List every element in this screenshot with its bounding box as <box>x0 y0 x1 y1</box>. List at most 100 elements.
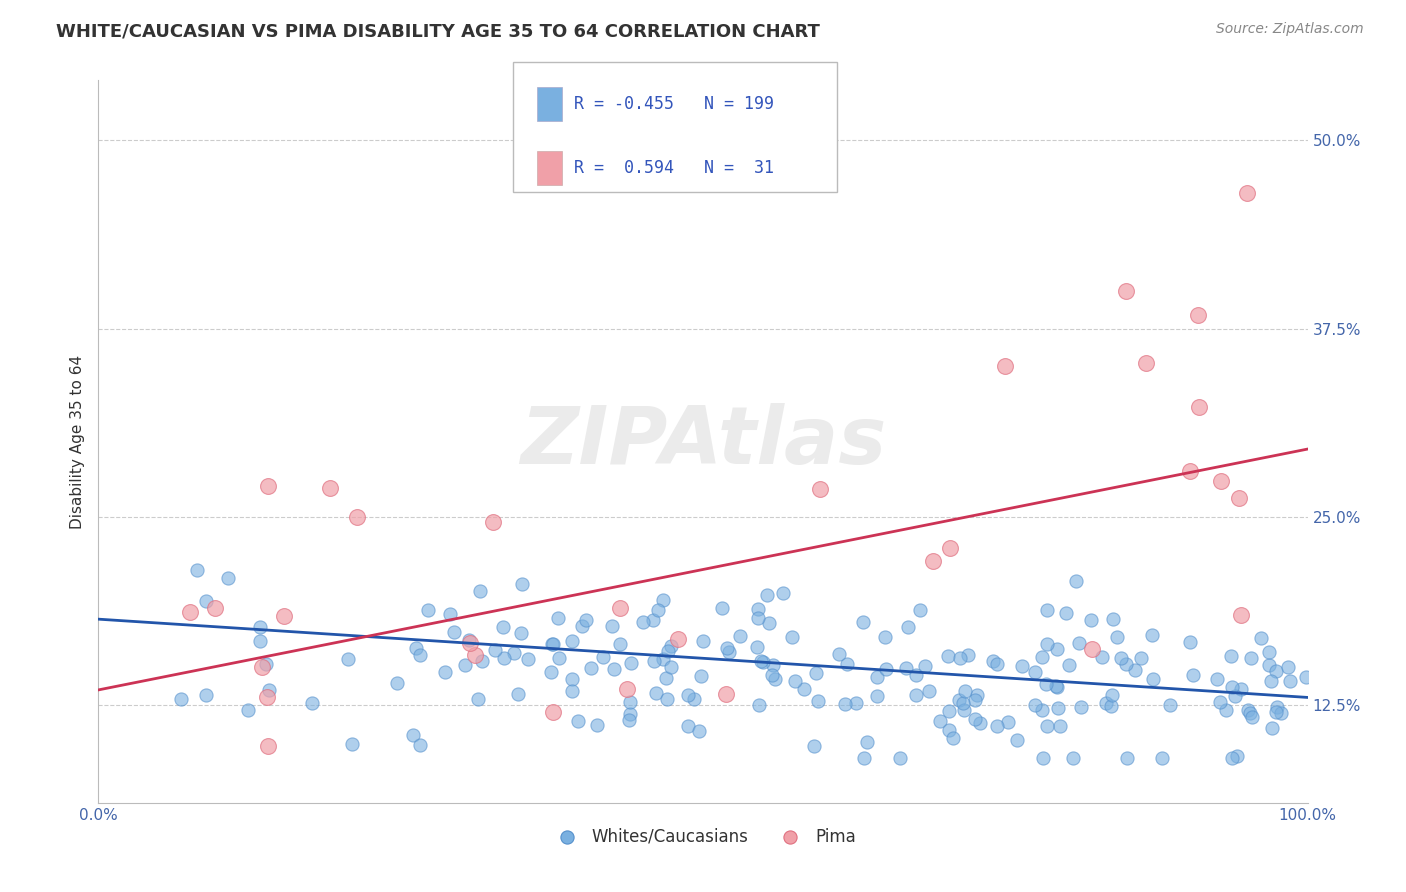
Text: Source: ZipAtlas.com: Source: ZipAtlas.com <box>1216 22 1364 37</box>
Point <box>204 601 226 615</box>
Point <box>585 718 607 732</box>
Point <box>1064 574 1087 588</box>
Point <box>571 619 593 633</box>
Point <box>1031 703 1053 717</box>
Point <box>257 479 280 493</box>
Point <box>904 668 927 682</box>
Point <box>443 625 465 640</box>
Point <box>748 698 770 712</box>
Point <box>755 588 778 602</box>
Point <box>561 684 583 698</box>
Point <box>957 648 980 662</box>
Point <box>647 603 669 617</box>
Point <box>889 750 911 764</box>
Point <box>575 613 598 627</box>
Point <box>249 620 271 634</box>
Text: R =  0.594   N =  31: R = 0.594 N = 31 <box>574 159 773 177</box>
Point <box>464 648 486 663</box>
Point <box>1046 680 1069 694</box>
Point <box>1159 698 1181 712</box>
Point <box>1070 699 1092 714</box>
Point <box>659 660 682 674</box>
Point <box>1109 651 1132 665</box>
Point <box>1011 658 1033 673</box>
Point <box>439 607 461 621</box>
Point <box>1178 464 1201 478</box>
Legend: Whites/Caucasians, Pima: Whites/Caucasians, Pima <box>543 821 863 852</box>
Point <box>471 654 494 668</box>
Point <box>952 702 974 716</box>
Point <box>918 684 941 698</box>
Point <box>643 654 665 668</box>
Point <box>828 647 851 661</box>
Point <box>408 648 430 662</box>
Point <box>1279 673 1302 688</box>
Point <box>1116 750 1139 764</box>
Point <box>953 683 976 698</box>
Point <box>540 665 562 679</box>
Point <box>592 649 614 664</box>
Text: ZIPAtlas: ZIPAtlas <box>520 402 886 481</box>
Point <box>963 693 986 707</box>
Point <box>1054 607 1077 621</box>
Point <box>949 650 972 665</box>
Point <box>1091 649 1114 664</box>
Point <box>547 611 569 625</box>
Point <box>1227 491 1250 505</box>
Point <box>508 687 530 701</box>
Point <box>758 615 780 630</box>
Point <box>517 652 540 666</box>
Point <box>194 688 217 702</box>
Point <box>482 515 505 529</box>
Point <box>433 665 456 679</box>
Point <box>994 359 1017 374</box>
Point <box>1115 284 1137 298</box>
Point <box>470 584 492 599</box>
Point <box>922 554 945 568</box>
Point <box>492 619 515 633</box>
Point <box>1260 673 1282 688</box>
Point <box>952 696 974 710</box>
Point <box>897 620 920 634</box>
Point <box>1188 400 1211 414</box>
Point <box>688 724 710 739</box>
Point <box>659 639 682 653</box>
Point <box>254 657 277 672</box>
Point <box>1115 657 1137 671</box>
Point <box>454 657 477 672</box>
Point <box>834 698 856 712</box>
Point <box>866 690 889 704</box>
Point <box>835 657 858 671</box>
Point <box>657 644 679 658</box>
Point <box>1057 657 1080 672</box>
Point <box>1045 680 1067 694</box>
Point <box>402 728 425 742</box>
Point <box>619 695 641 709</box>
Point <box>651 651 673 665</box>
Point <box>1069 636 1091 650</box>
Point <box>806 666 828 681</box>
Point <box>342 737 364 751</box>
Point <box>194 593 217 607</box>
Point <box>652 592 675 607</box>
Point <box>484 642 506 657</box>
Point <box>852 750 875 764</box>
Point <box>600 619 623 633</box>
Point <box>543 705 565 719</box>
Point <box>905 688 928 702</box>
Point <box>938 704 960 718</box>
Point <box>783 673 806 688</box>
Point <box>541 637 564 651</box>
Point <box>969 716 991 731</box>
Point <box>1277 660 1299 674</box>
Point <box>761 668 783 682</box>
Point <box>1178 634 1201 648</box>
Point <box>457 632 479 647</box>
Point <box>602 662 624 676</box>
Point <box>718 645 741 659</box>
Point <box>467 691 489 706</box>
Point <box>803 739 825 753</box>
Point <box>273 608 295 623</box>
Point <box>1142 628 1164 642</box>
Point <box>936 649 959 664</box>
